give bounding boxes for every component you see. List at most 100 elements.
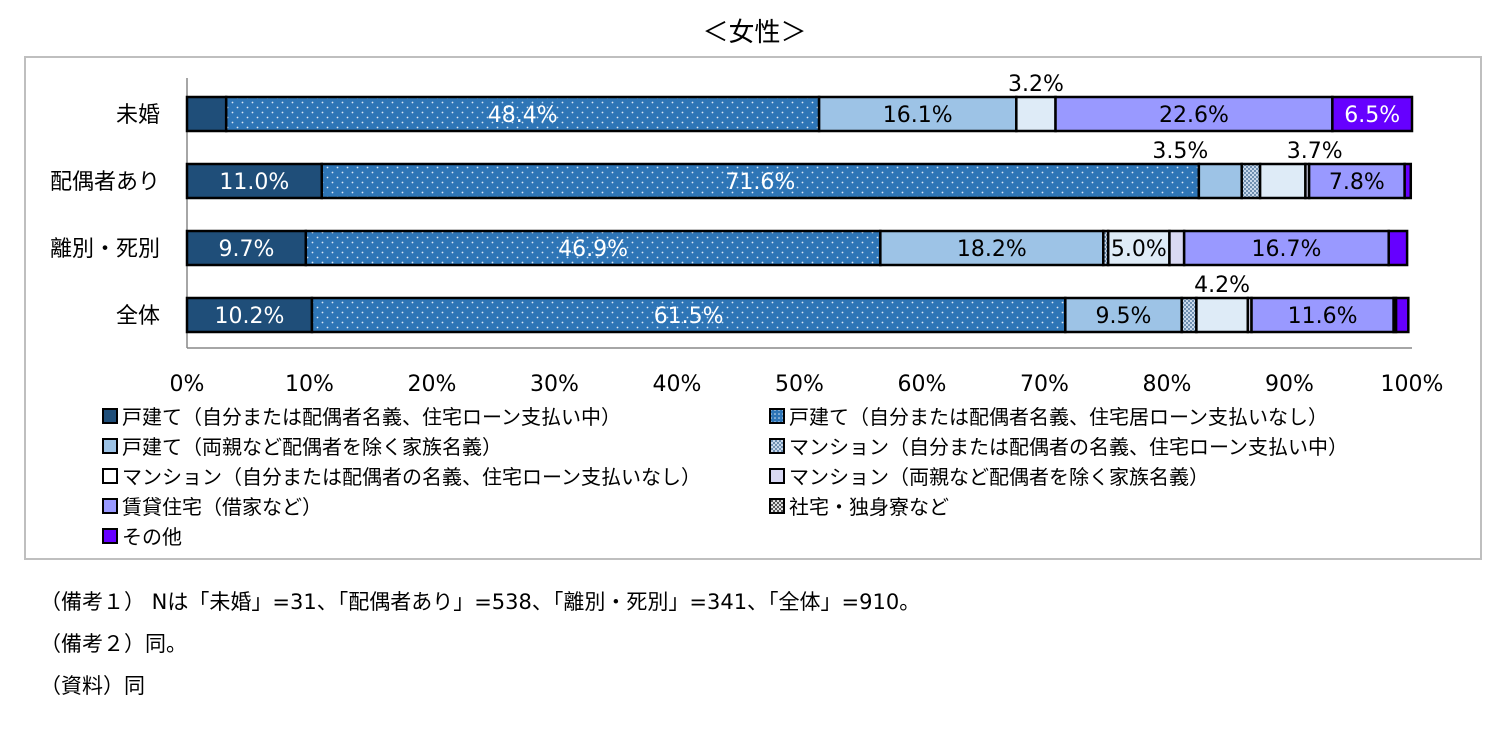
legend-swatch-rect: [769, 437, 785, 454]
legend-swatch: [769, 467, 785, 484]
data-label: 18.2%: [957, 237, 1027, 262]
legend-swatch: [102, 527, 118, 544]
bar-segment: [1182, 229, 1390, 267]
data-label: 10.2%: [215, 304, 285, 329]
x-tick-label: 90%: [1265, 372, 1314, 397]
x-tick-label: 60%: [898, 372, 947, 397]
data-label: 11.0%: [219, 170, 289, 195]
legend-label: 賃貸住宅（借家など）: [122, 495, 322, 519]
legend-item: 戸建て（自分または配偶者名義、住宅居ローン支払いなし）: [769, 401, 1328, 430]
legend-label: 戸建て（両親など配偶者を除く家族名義）: [122, 435, 502, 459]
x-tick-label: 30%: [530, 372, 579, 397]
bar-segment: [320, 162, 1201, 200]
legend-item: マンション（両親など配偶者を除く家族名義）: [769, 461, 1209, 490]
data-label: 9.5%: [1096, 304, 1152, 329]
data-label: 16.7%: [1251, 237, 1321, 262]
legend-swatch: [102, 407, 118, 424]
legend-swatch-rect: [102, 497, 118, 514]
chart-frame: [24, 56, 1482, 560]
x-tick-label: 50%: [775, 372, 824, 397]
data-label: 3.7%: [1287, 139, 1343, 164]
bar-segment: [1195, 296, 1250, 334]
legend-swatch-rect: [769, 497, 785, 514]
data-label: 11.6%: [1288, 304, 1358, 329]
data-label: 22.6%: [1159, 103, 1229, 128]
bar-segment: [185, 229, 308, 267]
bar-segment: [1394, 296, 1410, 334]
data-label: 16.1%: [883, 103, 953, 128]
category-label: 配偶者あり: [50, 170, 160, 195]
x-tick-label: 70%: [1020, 372, 1069, 397]
bar-segment: [304, 229, 882, 267]
data-label: 3.5%: [1152, 139, 1208, 164]
category-label: 離別・死別: [50, 237, 160, 262]
bar-segment: [1168, 229, 1186, 267]
note-1: （備考１） Nは「未婚」=31、「配偶者あり」=538、「離別・死別」=341、…: [40, 590, 921, 614]
data-label: 9.7%: [218, 237, 274, 262]
x-tick-label: 80%: [1143, 372, 1192, 397]
legend-swatch: [102, 467, 118, 484]
legend-swatch: [769, 407, 785, 424]
x-tick-label: 40%: [653, 372, 702, 397]
data-label: 7.8%: [1329, 170, 1385, 195]
legend-swatch: [102, 437, 118, 454]
note-2: （備考２）同。: [40, 632, 187, 656]
bar-segment: [1331, 95, 1414, 133]
data-label: 5.0%: [1111, 237, 1167, 262]
legend-label: マンション（自分または配偶者の名義、住宅ローン支払い中）: [789, 435, 1348, 459]
bar-segment: [1258, 162, 1307, 200]
bar-segment: [310, 296, 1067, 334]
legend-item: 戸建て（両親など配偶者を除く家族名義）: [102, 431, 502, 460]
chart-title: ＜女性＞: [702, 18, 807, 48]
legend-swatch-rect: [769, 407, 785, 424]
data-label: 4.2%: [1194, 273, 1250, 298]
data-label: 6.5%: [1344, 103, 1400, 128]
bar-segment: [1403, 162, 1413, 200]
x-tick-label: 100%: [1381, 372, 1444, 397]
bar-segment: [1054, 95, 1334, 133]
bar-segment: [1240, 162, 1262, 200]
data-label: 3.2%: [1008, 72, 1064, 97]
legend-item: マンション（自分または配偶者の名義、住宅ローン支払い中）: [769, 431, 1348, 460]
x-tick-label: 10%: [285, 372, 334, 397]
data-label: 48.4%: [488, 103, 558, 128]
note-3: （資料）同: [40, 674, 145, 698]
legend-label: マンション（自分または配偶者の名義、住宅ローン支払いなし）: [122, 465, 701, 489]
legend-swatch: [769, 437, 785, 454]
legend-label: 社宅・独身寮など: [789, 495, 949, 519]
legend-label: その他: [122, 525, 182, 549]
legend-swatch: [769, 497, 785, 514]
bar-segment: [1064, 296, 1183, 334]
category-label: 全体: [116, 304, 160, 329]
legend-item: 社宅・独身寮など: [769, 491, 949, 520]
legend-label: マンション（両親など配偶者を除く家族名義）: [789, 465, 1209, 489]
legend-item: 戸建て（自分または配偶者名義、住宅ローン支払い中）: [102, 401, 621, 430]
category-label: 未婚: [116, 103, 160, 128]
bar-segment: [1197, 162, 1243, 200]
legend-swatch-rect: [102, 407, 118, 424]
bar-segment: [1250, 296, 1395, 334]
legend-item: 賃貸住宅（借家など）: [102, 491, 322, 520]
bar-segment: [1015, 95, 1057, 133]
data-label: 61.5%: [654, 304, 724, 329]
legend-swatch: [102, 497, 118, 514]
x-tick-label: 20%: [408, 372, 457, 397]
legend-item: その他: [102, 521, 182, 550]
bar-segment: [185, 296, 314, 334]
data-label: 46.9%: [558, 237, 628, 262]
legend-swatch-rect: [102, 437, 118, 454]
bar-segment: [817, 95, 1018, 133]
legend-swatch-rect: [769, 467, 785, 484]
legend-label: 戸建て（自分または配偶者名義、住宅居ローン支払いなし）: [789, 405, 1328, 429]
x-tick-label: 0%: [170, 372, 205, 397]
bar-segment: [185, 162, 323, 200]
bar-segment: [1307, 162, 1406, 200]
legend-label: 戸建て（自分または配偶者名義、住宅ローン支払い中）: [122, 405, 621, 429]
bar-segment: [1180, 296, 1198, 334]
data-label: 71.6%: [725, 170, 795, 195]
legend-item: マンション（自分または配偶者の名義、住宅ローン支払いなし）: [102, 461, 701, 490]
bar-segment: [185, 95, 228, 133]
legend-swatch-rect: [102, 467, 118, 484]
bar-segment: [1387, 229, 1409, 267]
